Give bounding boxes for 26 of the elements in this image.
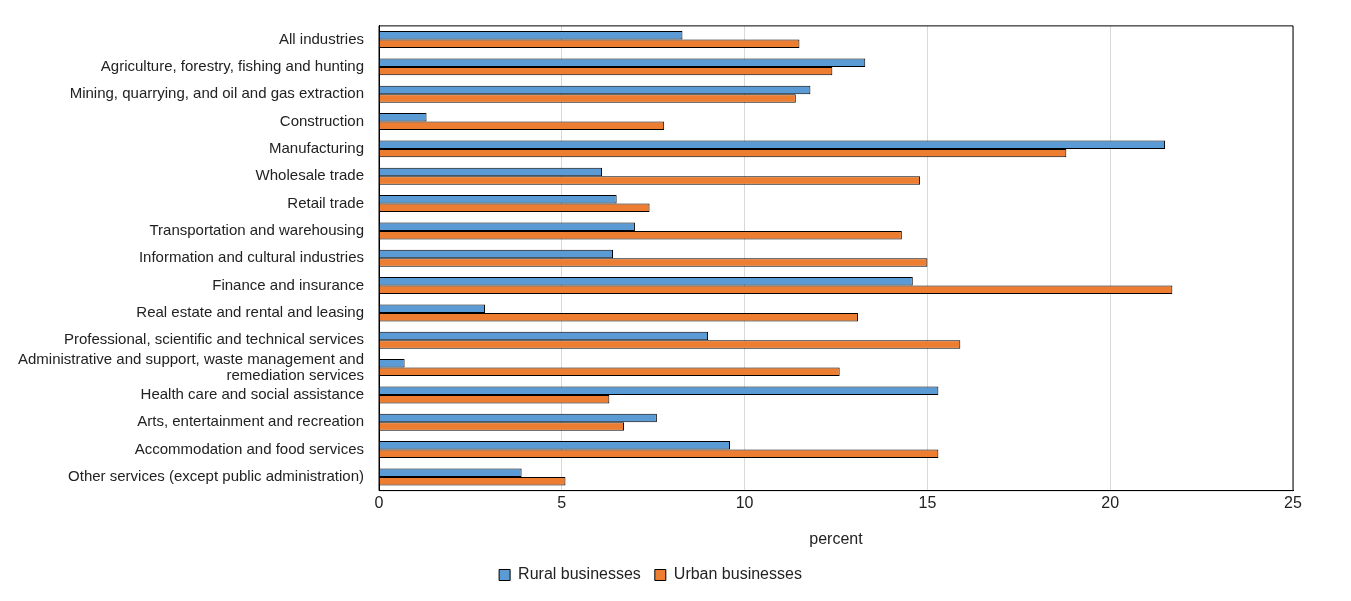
x-tick-label: 5: [557, 493, 567, 511]
y-tick-label: Construction: [279, 111, 365, 129]
x-tick-label: 0: [374, 493, 384, 511]
x-tick-label: 10: [735, 493, 754, 511]
y-tick-label: Real estate and rental and leasing: [136, 303, 365, 321]
y-tick-label: Retail trade: [287, 193, 365, 211]
y-tick-label: Arts, entertainment and recreation: [137, 412, 365, 430]
y-tick-label: Administrative and support, waste management and remediation services: [17, 349, 365, 383]
x-tick-label: 25: [1284, 493, 1302, 511]
y-tick-label: Agriculture, forestry, fishing and hunting: [100, 57, 365, 75]
y-tick-label: Information and cultural industries: [138, 248, 365, 266]
y-tick-label: Finance and insurance: [212, 275, 365, 293]
legend-label: Rural businesses: [518, 565, 641, 583]
x-tick-label: 20: [1101, 493, 1120, 511]
y-tick-label: Professional, scientific and technical services: [63, 330, 365, 348]
legend-label: Urban businesses: [673, 565, 802, 583]
x-axis-title: percent: [809, 529, 864, 547]
y-tick-label: Accommodation and food services: [134, 439, 365, 457]
x-tick-label: 15: [918, 493, 937, 511]
y-tick-label: All industries: [278, 29, 365, 47]
y-tick-label: Health care and social assistance: [140, 385, 365, 403]
y-tick-label: Other services (except public administration): [68, 467, 365, 485]
y-tick-label: Transportation and warehousing: [149, 221, 365, 239]
y-tick-label: Wholesale trade: [255, 166, 365, 184]
y-tick-label: Mining, quarrying, and oil and gas extraction: [69, 84, 365, 102]
y-tick-label: Manufacturing: [268, 139, 365, 157]
